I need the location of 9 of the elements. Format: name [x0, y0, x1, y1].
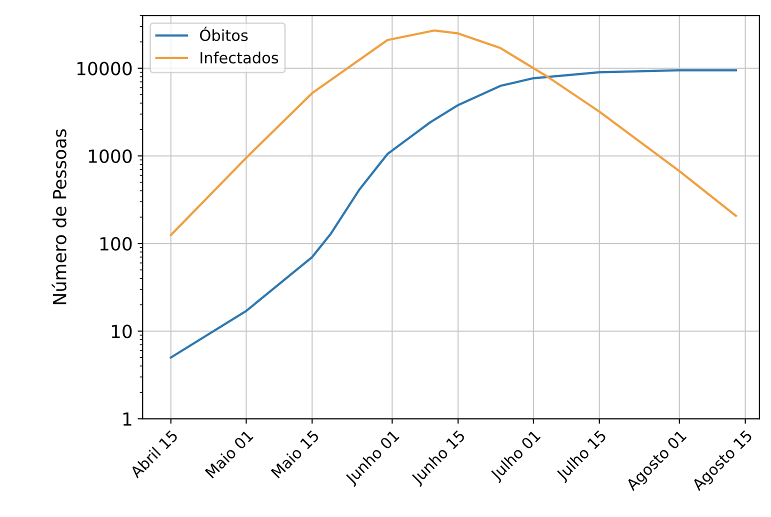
- y-tick-label: 1000: [88, 149, 132, 164]
- y-axis-title: Número de Pessoas: [52, 129, 66, 304]
- line-series: [170, 69, 738, 359]
- y-tick-label: 1: [123, 412, 132, 426]
- legend-label: Óbitos: [200, 26, 248, 42]
- y-tick-label: 10: [112, 324, 132, 338]
- y-tick-label: 10000: [77, 62, 132, 76]
- y-tick-label: 100: [100, 236, 132, 251]
- legend-label: Infectados: [200, 52, 278, 64]
